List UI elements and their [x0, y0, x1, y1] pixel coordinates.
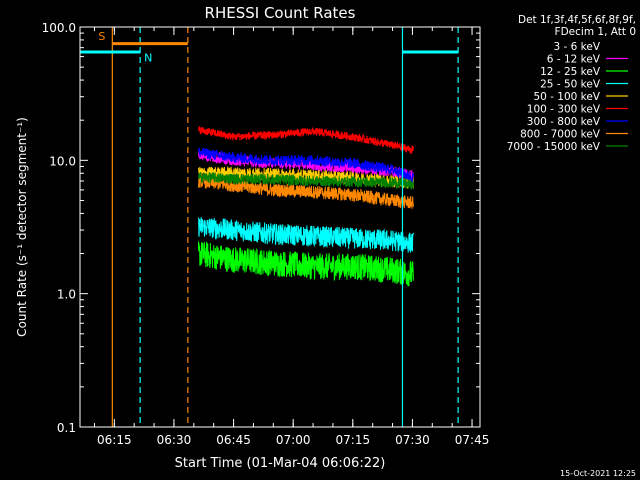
legend: Det 1f,3f,4f,5f,6f,8f,9f,FDecim 1, Att 0… [507, 14, 636, 153]
x-tick-label: 06:45 [216, 433, 251, 447]
y-tick-label: 100.0 [42, 21, 76, 35]
legend-label: 50 - 100 keV [533, 91, 600, 103]
x-axis-label: Start Time (01-Mar-04 06:06:22) [175, 456, 386, 471]
axes: 0.1 1.0 10.0 100.0 06:15 06:30 06:45 07:00 07:15… [42, 21, 490, 447]
series-line-6 [197, 126, 414, 155]
legend-header: FDecim 1, Att 0 [555, 26, 636, 38]
legend-label: 7000 - 15000 keV [507, 141, 601, 153]
legend-label: 12 - 25 keV [540, 66, 601, 78]
legend-label: 25 - 50 keV [540, 79, 601, 91]
x-tick-label: 06:30 [157, 433, 192, 447]
y-tick-label: 1.0 [57, 288, 76, 302]
marker-label: N [144, 52, 152, 65]
y-axis-label: Count Rate (s⁻¹ detector segment⁻¹) [15, 117, 29, 337]
marker-label: S [98, 30, 105, 43]
legend-label: 6 - 12 keV [547, 54, 601, 66]
series-line-7 [197, 147, 414, 183]
legend-label: 100 - 300 keV [527, 104, 601, 116]
x-tick-label: 07:15 [336, 433, 371, 447]
y-tick-label: 10.0 [49, 154, 76, 168]
legend-header: Det 1f,3f,4f,5f,6f,8f,9f, [518, 14, 636, 26]
legend-label: 800 - 7000 keV [520, 129, 601, 141]
footer-timestamp: 15-Oct-2021 12:25 [560, 469, 636, 478]
plot-frame [79, 26, 481, 428]
legend-label: 3 - 6 keV [553, 41, 600, 53]
chart-title: RHESSI Count Rates [205, 4, 356, 22]
y-tick-label: 0.1 [57, 421, 76, 435]
x-tick-label: 07:30 [395, 433, 430, 447]
x-tick-label: 07:45 [455, 433, 490, 447]
series-line-9 [198, 171, 414, 190]
series-line-3 [197, 240, 414, 287]
series-line-4 [197, 217, 414, 253]
legend-label: 300 - 800 keV [527, 116, 601, 128]
x-tick-label: 06:15 [97, 433, 132, 447]
plot-area: SN [80, 27, 459, 427]
x-tick-label: 07:00 [276, 433, 311, 447]
